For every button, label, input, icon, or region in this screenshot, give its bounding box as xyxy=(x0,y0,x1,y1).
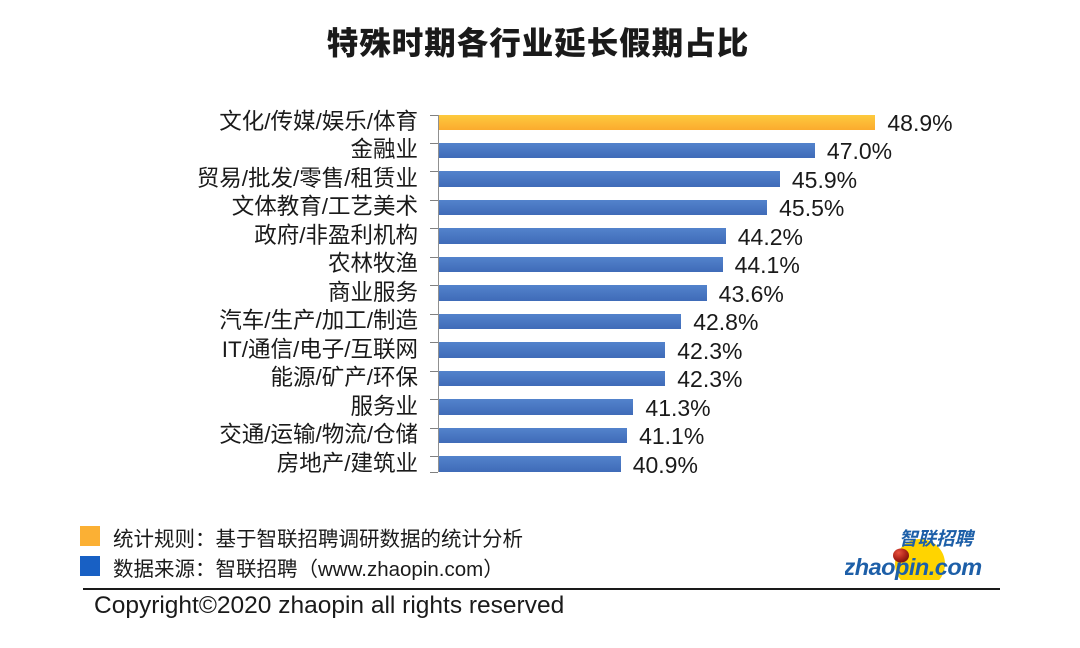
svg-text:智联招聘: 智联招聘 xyxy=(899,525,976,551)
svg-text:zhaopin.com: zhaopin.com xyxy=(845,554,982,580)
